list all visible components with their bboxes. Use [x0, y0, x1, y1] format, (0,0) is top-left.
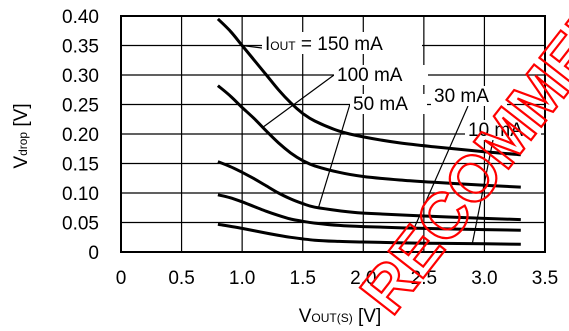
series-line-2: [217, 160, 521, 222]
annotation-label-2: 50 mA: [353, 94, 408, 115]
y-tick-label: 0.05: [62, 214, 99, 235]
plot-frame: [120, 15, 546, 253]
x-tick-label: 3.5: [532, 268, 558, 289]
annotation-label-3: 30 mA: [434, 86, 489, 107]
y-tick-labels: 0 0.05 0.10 0.15 0.20 0.25 0.30 0.35 0.40: [62, 7, 99, 264]
y-axis-title-main: V: [11, 156, 32, 169]
series-layer: [216, 17, 521, 246]
annotation-label-0: IOUT = 150 mA: [265, 34, 383, 55]
x-tick-label: 0: [116, 268, 127, 289]
annotations-layer: IOUT = 150 mA 100 mA 50 mA 30 mA 10 mA: [242, 32, 541, 244]
x-tick-label: 2.0: [350, 268, 376, 289]
y-tick-label: 0.40: [62, 7, 99, 28]
x-tick-label: 3.0: [471, 268, 497, 289]
annotation-bg-4: [465, 120, 541, 140]
x-tick-label: 1.0: [229, 268, 255, 289]
y-tick-label: 0.25: [62, 96, 99, 117]
y-tick-label: 0: [88, 243, 99, 264]
x-tick-label: 2.5: [411, 268, 437, 289]
x-tick-label: 1.5: [290, 268, 316, 289]
series-line-0: [216, 17, 521, 157]
y-tick-label: 0.20: [62, 125, 99, 146]
series-line-1: [216, 84, 521, 189]
annotation-leader-1: [262, 74, 335, 128]
annotation-leader-4: [471, 139, 494, 244]
annotation-label-1: 100 mA: [337, 65, 403, 86]
annotation-bg-0: [262, 32, 422, 54]
y-axis-title-unit: [V]: [11, 103, 32, 132]
x-axis-title-unit: [V]: [353, 306, 382, 327]
series-line-3: [217, 193, 521, 232]
annotation-leader-3: [413, 105, 469, 229]
annotation-leader-2: [317, 103, 351, 208]
x-axis-title-sub: OUT(S): [311, 311, 352, 325]
x-tick-labels: 0 0.5 1.0 1.5 2.0 2.5 3.0 3.5: [116, 268, 559, 289]
y-axis-title: Vdrop [V]: [11, 103, 32, 168]
x-axis-title: VOUT(S) [V]: [299, 306, 382, 327]
y-tick-label: 0.10: [62, 184, 99, 205]
y-axis-title-sub: drop: [16, 132, 30, 156]
plot-border: [120, 15, 546, 253]
annotation-bg-3: [431, 86, 507, 106]
series-line-4: [217, 222, 521, 246]
x-axis-title-main: V: [299, 306, 312, 327]
annotation-label-4: 10 mA: [468, 120, 523, 141]
annotation-leader-0: [242, 44, 263, 49]
annotation-bg-2: [350, 94, 427, 114]
y-tick-label: 0.30: [62, 66, 99, 87]
y-tick-label: 0.35: [62, 37, 99, 58]
annotation-bg-1: [334, 65, 428, 85]
y-tick-label: 0.15: [62, 155, 99, 176]
x-tick-label: 0.5: [168, 268, 194, 289]
